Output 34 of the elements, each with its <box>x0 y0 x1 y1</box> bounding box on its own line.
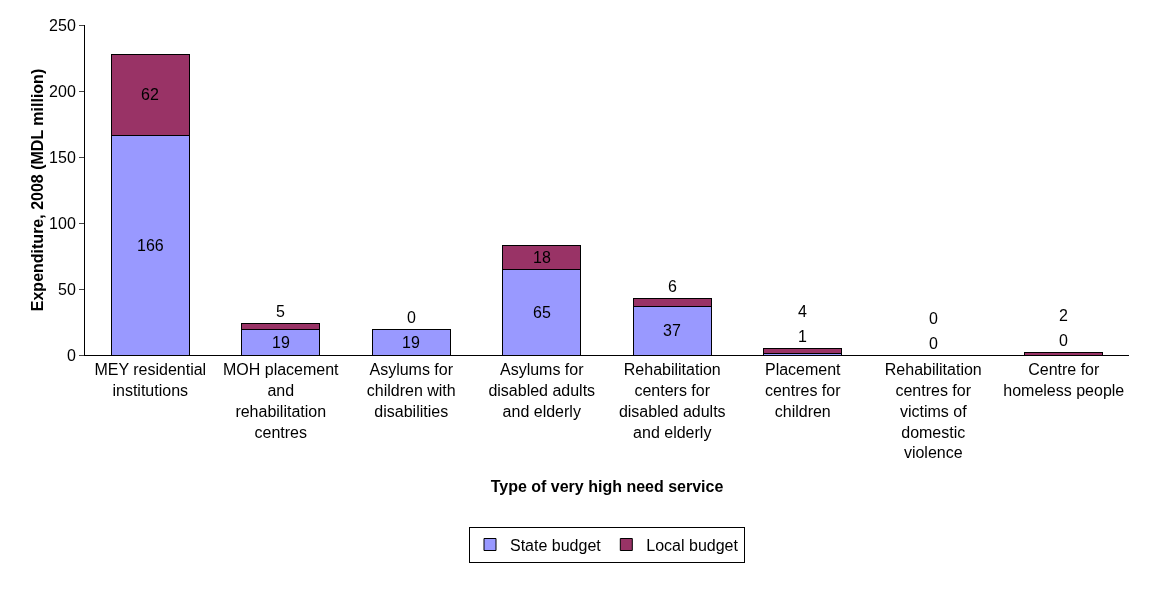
data-label: 0 <box>407 309 416 326</box>
x-tick-label: Asylums for children with disabilities <box>366 361 456 420</box>
x-tick-label: MOH placement and rehabilitation centres <box>222 361 340 441</box>
y-tick-label: 150 <box>49 148 76 166</box>
y-tick-label: 100 <box>49 214 76 232</box>
data-label: 62 <box>141 86 159 103</box>
y-tick-label: 0 <box>66 346 76 364</box>
legend-label: Local budget <box>646 536 739 554</box>
y-tick-label: 250 <box>49 16 76 34</box>
data-label: 2 <box>1059 307 1068 324</box>
data-label: 5 <box>276 303 285 320</box>
x-tick-label: MEY residential institutions <box>94 361 207 399</box>
data-label: 0 <box>929 310 938 327</box>
data-label: 6 <box>668 278 677 295</box>
data-label: 1 <box>798 328 807 345</box>
data-label: 0 <box>929 335 938 352</box>
data-label: 0 <box>1059 332 1068 349</box>
x-axis-title: Type of very high need service <box>490 478 724 496</box>
x-tick-label: Centre for homeless people <box>1003 361 1125 399</box>
x-tick-label: Placement centres for children <box>764 361 842 420</box>
x-tick-label: Asylums for disabled adults and elderly <box>488 361 596 420</box>
data-label: 19 <box>402 334 420 351</box>
data-label: 166 <box>137 237 164 254</box>
legend-label: State budget <box>510 536 602 554</box>
data-label: 19 <box>272 334 290 351</box>
data-label: 4 <box>798 303 807 320</box>
y-axis-title: Expenditure, 2008 (MDL million) <box>29 68 46 312</box>
x-tick-label: Rehabilitation centres for victims of domestic violence <box>884 361 982 462</box>
data-label: 37 <box>663 322 681 339</box>
data-label: 65 <box>533 304 551 321</box>
data-label: 18 <box>533 249 551 266</box>
y-tick-label: 50 <box>58 280 76 298</box>
y-tick-label: 200 <box>49 82 76 100</box>
x-tick-label: Rehabilitation centers for disabled adults and elderly <box>618 361 726 441</box>
